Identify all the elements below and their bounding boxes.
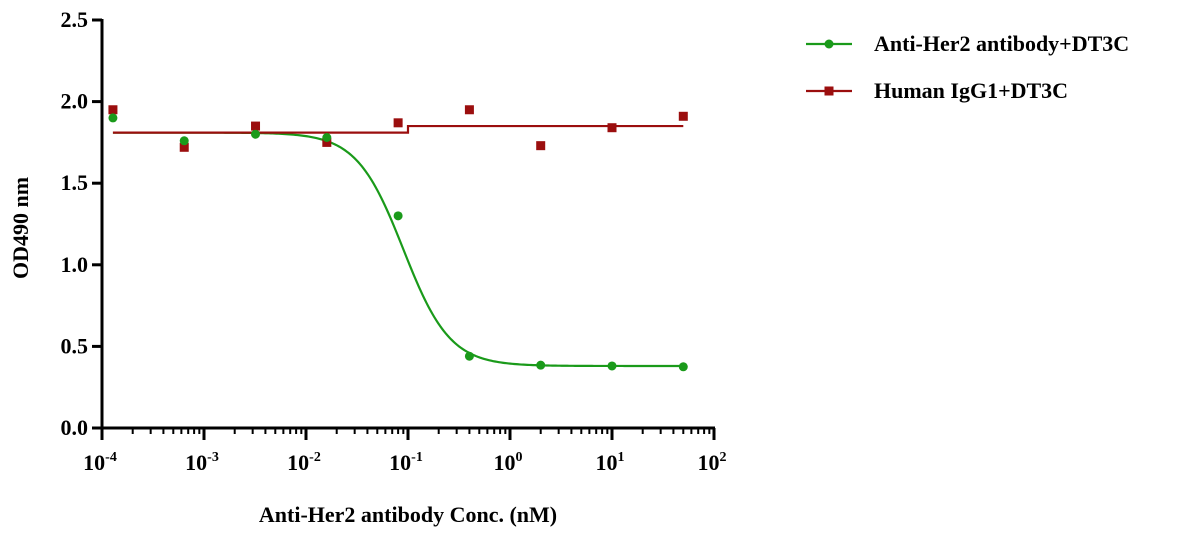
x-tick-label: 10-4 [83, 450, 117, 475]
axes: 0.0 0.5 1.0 1.5 2.0 2.5 10-4 10-3 10-2 10-1 100 101… [61, 7, 727, 475]
series-1-point [464, 105, 474, 115]
series-0-point [251, 129, 261, 139]
series-0-point [536, 360, 546, 370]
series-0-point [108, 113, 118, 123]
legend-marker-1 [824, 86, 834, 96]
series-0-point [393, 211, 403, 221]
series-0-point [179, 136, 189, 146]
y-tick-label: 2.5 [61, 7, 89, 32]
series-0-point [464, 351, 474, 361]
plot-area [108, 105, 688, 372]
x-tick-label: 10-2 [287, 450, 321, 475]
legend-label-0: Anti-Her2 antibody+DT3C [874, 31, 1129, 56]
series-0-fit-line [112, 131, 684, 368]
series-0-point [607, 361, 617, 371]
x-tick-label: 100 [494, 450, 523, 475]
series-1-point [393, 118, 403, 128]
x-axis-title: Anti-Her2 antibody Conc. (nM) [259, 502, 557, 527]
y-tick-label: 0.5 [61, 333, 89, 358]
series-0-point [322, 133, 332, 143]
series-1-fit-line [112, 124, 684, 134]
series-1-point [607, 123, 617, 133]
x-tick-label: 102 [698, 450, 727, 475]
x-tick-label: 10-1 [389, 450, 423, 475]
series-1-point [536, 141, 546, 151]
y-tick-label: 1.5 [61, 170, 89, 195]
y-axis-title: OD490 nm [8, 177, 33, 279]
x-tick-label: 101 [596, 450, 625, 475]
series-1-point [108, 105, 118, 115]
legend-marker-0 [824, 39, 834, 49]
legend: Anti-Her2 antibody+DT3C Human IgG1+DT3C [806, 31, 1129, 103]
y-tick-label: 0.0 [61, 415, 89, 440]
series-1-point [179, 142, 189, 152]
series-1-point [251, 121, 261, 131]
y-tick-label: 2.0 [61, 89, 89, 114]
series-1-point [678, 111, 688, 121]
legend-label-1: Human IgG1+DT3C [874, 78, 1068, 103]
series-1-point [322, 137, 332, 147]
y-tick-label: 1.0 [61, 252, 89, 277]
series-0-point [678, 362, 688, 372]
x-tick-label: 10-3 [185, 450, 219, 475]
